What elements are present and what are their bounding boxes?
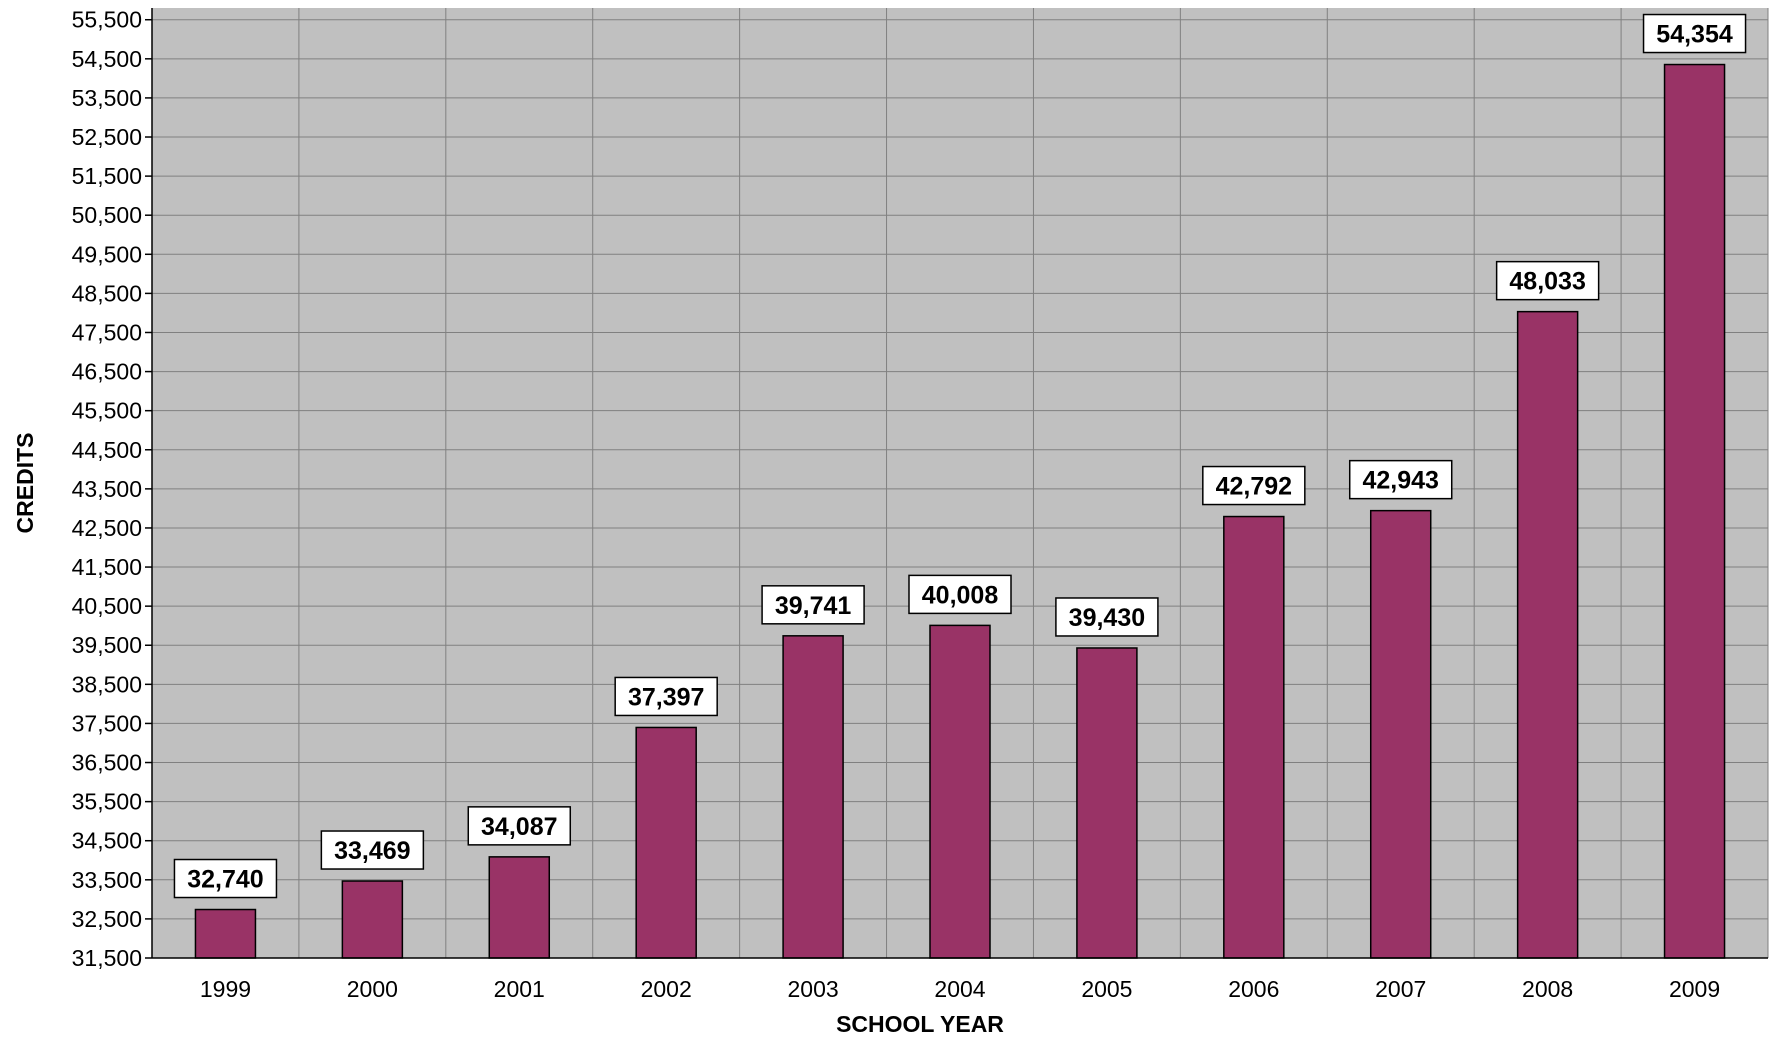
y-tick-label: 37,500 — [72, 710, 142, 736]
bar-2001 — [488, 856, 551, 959]
y-tick-label: 34,500 — [72, 828, 142, 854]
x-tick-label: 2007 — [1375, 976, 1426, 1002]
data-label-box — [761, 585, 865, 625]
x-tick-label: 2000 — [347, 976, 398, 1002]
y-tick-label: 40,500 — [72, 593, 142, 619]
data-label-box — [320, 830, 425, 870]
x-tick-label: 1999 — [200, 976, 251, 1002]
y-tick-label: 39,500 — [72, 632, 142, 658]
axes: 31,500 32,500 33,500 34,500 35,500 36,500 37,5… — [72, 7, 1768, 1002]
y-tick-label: 51,500 — [72, 163, 142, 189]
bar-2002 — [635, 726, 697, 959]
data-label-box — [467, 806, 572, 846]
data-label: 39,430 — [1069, 604, 1145, 632]
data-label: 40,008 — [922, 581, 999, 609]
x-tick-label: 2003 — [788, 976, 839, 1002]
bar-2005 — [1076, 647, 1138, 959]
y-tick-label: 35,500 — [72, 789, 142, 815]
data-label-box — [1495, 260, 1600, 301]
bar-2009 — [1663, 63, 1726, 959]
data-label-box — [1202, 465, 1306, 506]
y-tick-label: 32,500 — [72, 906, 142, 932]
data-label: 42,943 — [1362, 467, 1438, 495]
x-tick-label: 2009 — [1669, 976, 1720, 1002]
bar-2004 — [929, 624, 991, 959]
data-label-box — [908, 574, 1012, 615]
data-label: 34,087 — [481, 813, 557, 841]
y-tick-label: 42,500 — [72, 515, 142, 541]
y-tick-label: 49,500 — [72, 241, 142, 267]
data-label-box — [614, 676, 718, 717]
data-label: 33,469 — [334, 837, 410, 865]
bars — [194, 63, 1726, 959]
y-tick-label: 53,500 — [72, 85, 142, 111]
y-tick-label: 50,500 — [72, 202, 142, 228]
y-tick-label: 55,500 — [72, 7, 142, 33]
bar-2007 — [1369, 509, 1432, 959]
bar-2006 — [1223, 515, 1285, 959]
data-label: 48,033 — [1509, 268, 1585, 296]
y-tick-label: 47,500 — [72, 319, 142, 345]
y-tick-label: 33,500 — [72, 867, 142, 893]
x-tick-label: 2008 — [1522, 976, 1573, 1002]
data-label-box — [1642, 13, 1747, 54]
y-tick-label: 43,500 — [72, 476, 142, 502]
y-tick-label: 52,500 — [72, 124, 142, 150]
data-label: 42,792 — [1216, 473, 1292, 501]
y-tick-label: 41,500 — [72, 554, 142, 580]
data-label-box — [173, 858, 278, 899]
y-tick-label: 54,500 — [72, 46, 142, 72]
y-tick-label: 46,500 — [72, 359, 142, 385]
y-tick-label: 31,500 — [72, 945, 142, 971]
bar-2000 — [341, 880, 404, 959]
y-tick-label: 38,500 — [72, 671, 142, 697]
data-label: 37,397 — [628, 683, 704, 711]
y-tick-label: 44,500 — [72, 437, 142, 463]
data-label-box — [1348, 459, 1453, 500]
x-tick-label: 2005 — [1081, 976, 1132, 1002]
x-axis-title: SCHOOL YEAR — [836, 1011, 1004, 1037]
x-tick-label: 2002 — [641, 976, 692, 1002]
bar-2008 — [1516, 310, 1579, 959]
data-labels: 32,740 33,469 34,087 37,397 39,741 40,008 39,4… — [173, 13, 1747, 899]
y-tick-label: 36,500 — [72, 750, 142, 776]
data-label: 54,354 — [1656, 21, 1733, 49]
data-label: 39,741 — [775, 592, 852, 620]
x-tick-label: 2001 — [494, 976, 545, 1002]
data-label: 32,740 — [187, 866, 263, 894]
y-tick-label: 45,500 — [72, 398, 142, 424]
y-axis-title: CREDITS — [12, 433, 38, 534]
bar-1999 — [194, 908, 257, 959]
x-tick-label: 2004 — [934, 976, 985, 1002]
bar-2003 — [782, 635, 844, 959]
data-label-box — [1055, 597, 1159, 637]
x-tick-label: 2006 — [1228, 976, 1279, 1002]
y-tick-label: 48,500 — [72, 280, 142, 306]
